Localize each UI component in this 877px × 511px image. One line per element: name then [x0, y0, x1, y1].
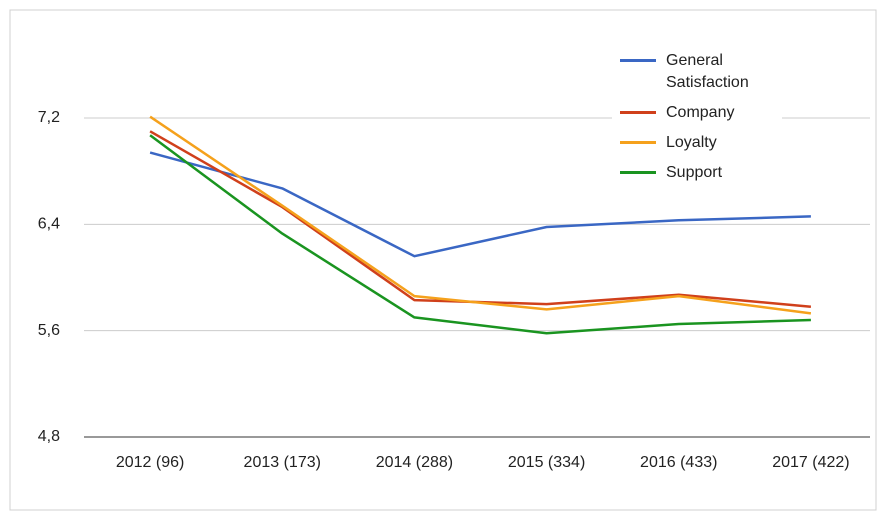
legend-label: Company [666, 104, 735, 121]
legend-item: Support [620, 162, 776, 184]
legend: General Satisfaction Company Loyalty Suppor… [612, 48, 782, 194]
y-tick-label: 6,4 [38, 216, 60, 233]
x-tick-label: 2013 (173) [244, 454, 321, 471]
legend-item: General Satisfaction [620, 50, 776, 94]
y-tick-label: 7,2 [38, 109, 60, 126]
legend-swatch [620, 171, 656, 174]
x-tick-label: 2015 (334) [508, 454, 585, 471]
chart-frame [9, 9, 877, 511]
x-tick-label: 2014 (288) [376, 454, 453, 471]
legend-swatch [620, 141, 656, 144]
x-tick-label: 2017 (422) [772, 454, 849, 471]
series-line [149, 115, 812, 315]
legend-swatch [620, 111, 656, 114]
series-line [149, 134, 811, 335]
x-tick-label: 2012 (96) [116, 454, 185, 471]
y-tick-label: 4,8 [38, 428, 60, 445]
legend-item: Loyalty [620, 132, 776, 154]
legend-item: Company [620, 102, 776, 124]
y-tick-label: 5,6 [38, 322, 60, 339]
x-tick-label: 2016 (433) [640, 454, 717, 471]
grid: 4,8 5,6 6,4 7,2 2012 (96) 2013 (173) 2014 (288… [38, 109, 870, 471]
plot [149, 115, 812, 335]
series-line [149, 151, 811, 258]
legend-swatch [620, 59, 656, 62]
legend-label: Loyalty [666, 134, 717, 151]
legend-label: Support [666, 164, 723, 181]
legend-label: General Satisfaction [666, 52, 749, 91]
